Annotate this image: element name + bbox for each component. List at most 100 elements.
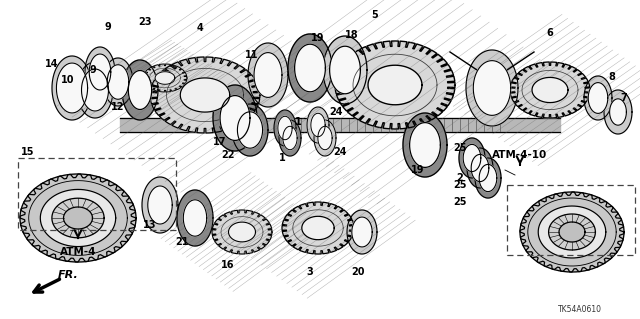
Polygon shape xyxy=(85,47,115,97)
Text: 1: 1 xyxy=(294,117,301,127)
Polygon shape xyxy=(52,56,92,120)
Polygon shape xyxy=(588,83,608,113)
Polygon shape xyxy=(403,113,447,177)
Polygon shape xyxy=(410,122,440,167)
Bar xyxy=(18,158,176,230)
Polygon shape xyxy=(103,58,133,106)
Polygon shape xyxy=(459,138,485,178)
Polygon shape xyxy=(479,164,497,192)
Bar xyxy=(507,185,635,255)
Text: 9: 9 xyxy=(104,22,111,32)
Polygon shape xyxy=(213,85,257,151)
Polygon shape xyxy=(279,120,301,156)
Text: 9: 9 xyxy=(90,65,97,75)
Polygon shape xyxy=(143,64,187,92)
Polygon shape xyxy=(56,63,88,113)
Polygon shape xyxy=(288,34,332,102)
Polygon shape xyxy=(520,192,624,272)
Text: 14: 14 xyxy=(45,59,59,69)
Polygon shape xyxy=(128,70,152,109)
Polygon shape xyxy=(212,210,272,254)
Text: 1: 1 xyxy=(278,153,285,163)
Polygon shape xyxy=(283,126,297,150)
Polygon shape xyxy=(604,90,632,134)
Text: 23: 23 xyxy=(138,17,152,27)
Polygon shape xyxy=(466,50,518,126)
Polygon shape xyxy=(318,126,332,150)
Polygon shape xyxy=(254,53,282,97)
Text: ATM-4: ATM-4 xyxy=(60,247,96,257)
Text: 19: 19 xyxy=(311,33,324,43)
Text: 22: 22 xyxy=(221,150,235,160)
Text: 25: 25 xyxy=(453,180,467,190)
Polygon shape xyxy=(248,43,288,107)
Polygon shape xyxy=(532,78,568,103)
Polygon shape xyxy=(228,222,255,242)
Text: 16: 16 xyxy=(221,260,235,270)
Polygon shape xyxy=(177,190,213,246)
Polygon shape xyxy=(510,62,590,118)
Polygon shape xyxy=(155,72,175,84)
Polygon shape xyxy=(40,189,116,247)
Polygon shape xyxy=(237,112,262,148)
Text: 24: 24 xyxy=(329,107,343,117)
Text: 12: 12 xyxy=(111,102,125,112)
Polygon shape xyxy=(232,104,268,156)
Polygon shape xyxy=(335,41,455,129)
Text: 17: 17 xyxy=(213,137,227,147)
Polygon shape xyxy=(475,158,501,198)
Text: 7: 7 xyxy=(621,93,627,103)
Polygon shape xyxy=(282,202,354,254)
Polygon shape xyxy=(347,210,377,254)
Text: 25: 25 xyxy=(453,143,467,153)
Polygon shape xyxy=(330,46,360,94)
Polygon shape xyxy=(368,65,422,105)
Text: 8: 8 xyxy=(609,72,616,82)
Text: 25: 25 xyxy=(453,197,467,207)
Polygon shape xyxy=(183,200,207,236)
Polygon shape xyxy=(108,65,129,99)
Text: 13: 13 xyxy=(143,220,157,230)
Polygon shape xyxy=(63,207,93,229)
Polygon shape xyxy=(474,61,511,115)
Polygon shape xyxy=(180,78,230,112)
Text: 5: 5 xyxy=(372,10,378,20)
Polygon shape xyxy=(52,198,104,238)
Polygon shape xyxy=(471,154,489,182)
Polygon shape xyxy=(538,206,606,258)
Polygon shape xyxy=(81,69,109,111)
Polygon shape xyxy=(150,57,260,133)
Polygon shape xyxy=(311,113,325,137)
Polygon shape xyxy=(467,148,493,188)
Polygon shape xyxy=(89,54,111,90)
Polygon shape xyxy=(463,145,481,172)
Polygon shape xyxy=(323,36,367,104)
Polygon shape xyxy=(148,186,172,224)
Text: 10: 10 xyxy=(61,75,75,85)
Polygon shape xyxy=(548,214,595,250)
Text: TK54A0610: TK54A0610 xyxy=(558,306,602,315)
Text: 4: 4 xyxy=(196,23,204,33)
Text: 21: 21 xyxy=(175,237,189,247)
Polygon shape xyxy=(20,174,136,262)
Text: ATM-4-10: ATM-4-10 xyxy=(492,150,548,160)
Polygon shape xyxy=(307,107,329,143)
Text: 11: 11 xyxy=(245,50,259,60)
Polygon shape xyxy=(220,96,250,140)
Text: 18: 18 xyxy=(345,30,359,40)
Polygon shape xyxy=(584,76,612,120)
Polygon shape xyxy=(314,120,336,156)
Text: 3: 3 xyxy=(307,267,314,277)
Text: 2: 2 xyxy=(456,173,463,183)
Text: 24: 24 xyxy=(333,147,347,157)
Text: 6: 6 xyxy=(547,28,554,38)
Polygon shape xyxy=(302,216,334,240)
Text: 20: 20 xyxy=(351,267,365,277)
Polygon shape xyxy=(122,60,158,120)
Polygon shape xyxy=(294,44,325,92)
Polygon shape xyxy=(352,217,372,247)
Polygon shape xyxy=(278,116,292,140)
Polygon shape xyxy=(610,99,627,125)
Polygon shape xyxy=(142,177,178,233)
Polygon shape xyxy=(274,110,296,146)
